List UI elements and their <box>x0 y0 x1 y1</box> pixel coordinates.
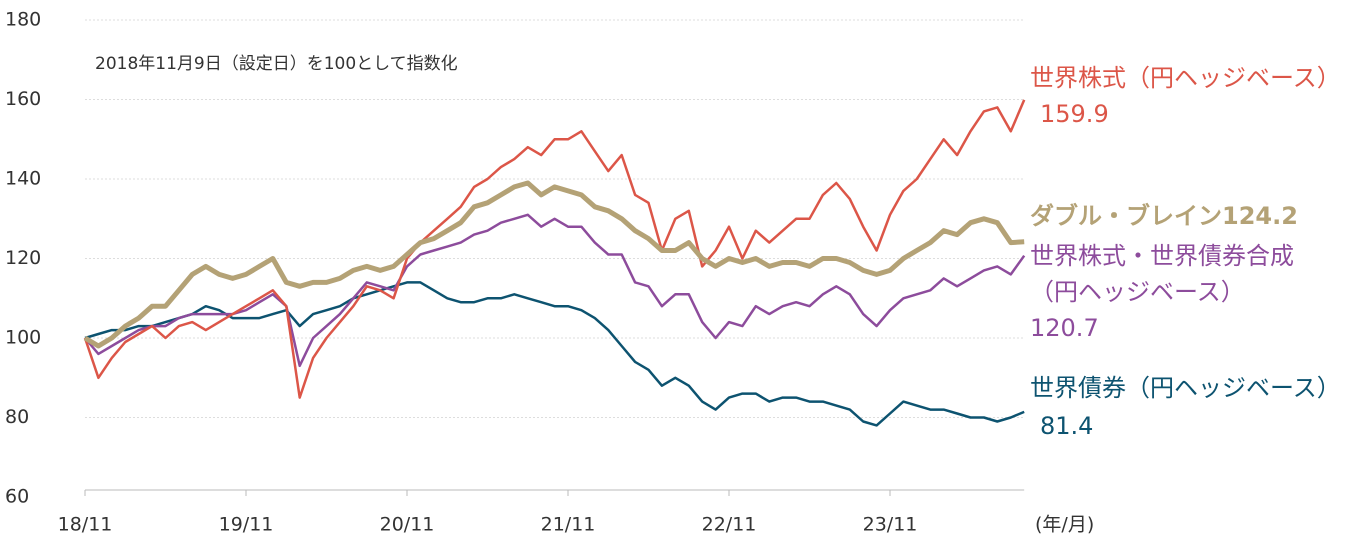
x-tick-label: 19/11 <box>219 514 274 536</box>
series-line <box>83 99 1026 399</box>
legend-name: 世界債券（円ヘッジベース） <box>1030 374 1341 402</box>
end-value-label: 124.2 <box>1222 202 1298 230</box>
x-tick-label: 21/11 <box>541 514 596 536</box>
x-tick-label: 22/11 <box>702 514 757 536</box>
series-line <box>84 213 1026 368</box>
y-tick-label: 180 <box>5 9 41 31</box>
x-tick-label: 18/11 <box>58 514 113 536</box>
end-value-label: 81.4 <box>1040 412 1094 440</box>
y-tick-label: 100 <box>5 327 41 349</box>
x-tick-label: 23/11 <box>863 514 918 536</box>
y-tick-label: 140 <box>5 168 41 190</box>
series-line <box>84 281 1025 427</box>
x-axis-label: (年/月) <box>1035 514 1094 536</box>
annotation: 2018年11月9日（設定日）を100として指数化 <box>95 54 458 74</box>
series-line <box>83 180 1025 349</box>
legend-name: 世界株式（円ヘッジベース） <box>1030 64 1341 92</box>
legend-name: 世界株式・世界債券合成（円ヘッジベース） <box>1030 242 1294 306</box>
end-value-label: 159.9 <box>1040 100 1109 128</box>
y-tick-label: 120 <box>5 247 41 269</box>
end-value-label: 120.7 <box>1030 314 1099 342</box>
y-tick-label: 60 <box>5 486 29 508</box>
y-tick-label: 160 <box>5 88 41 110</box>
x-tick-label: 20/11 <box>380 514 435 536</box>
legend-name: ダブル・ブレイン <box>1030 202 1222 230</box>
y-tick-label: 80 <box>5 406 29 428</box>
